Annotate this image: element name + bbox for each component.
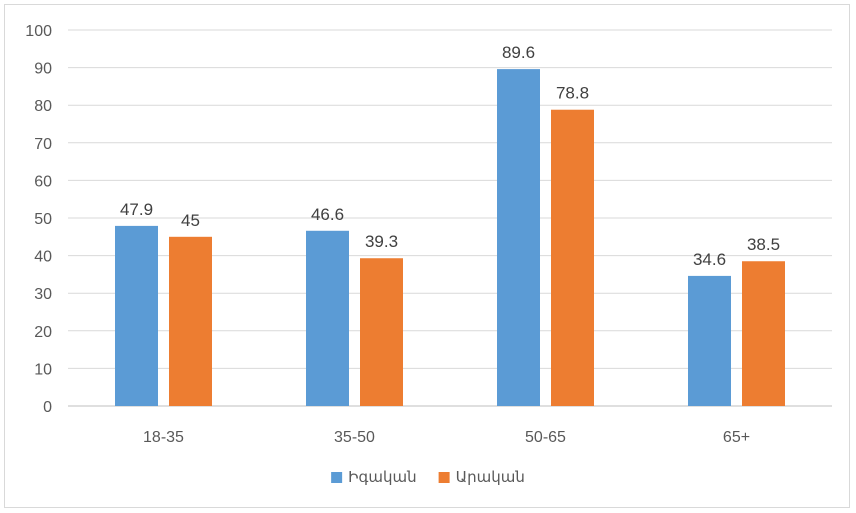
data-label: 38.5 <box>747 235 780 254</box>
data-label: 89.6 <box>502 43 535 62</box>
y-tick-label: 90 <box>34 61 52 78</box>
legend-item-0: Իգական <box>331 468 417 486</box>
y-axis-ticks: 0 10 20 30 40 50 60 70 80 90 100 <box>25 23 52 416</box>
bar-series-1-65+ <box>742 261 785 406</box>
data-label: 78.8 <box>556 84 589 103</box>
data-label: 47.9 <box>120 200 153 219</box>
bar-series-1-50-65 <box>551 109 594 406</box>
legend-swatch <box>438 472 450 483</box>
x-tick-label: 35-50 <box>334 429 375 446</box>
data-labels: 47.9 45 46.6 39.3 89.6 78.8 34.6 38.5 <box>120 43 780 269</box>
y-tick-label: 60 <box>34 173 52 190</box>
y-tick-label: 50 <box>34 211 52 228</box>
y-tick-label: 10 <box>34 361 52 378</box>
data-label: 34.6 <box>693 250 726 269</box>
bar-series-0-18-35 <box>115 225 158 406</box>
x-tick-label: 18-35 <box>143 429 184 446</box>
x-axis-ticks: 18-35 35-50 50-65 65+ <box>143 429 750 446</box>
legend-label: Արական <box>456 468 525 486</box>
y-tick-label: 40 <box>34 249 52 266</box>
bar-series-0-50-65 <box>497 69 540 406</box>
legend-swatch <box>331 472 343 483</box>
y-tick-label: 30 <box>34 286 52 303</box>
bar-series-1-18-35 <box>169 236 212 406</box>
y-tick-label: 80 <box>34 98 52 115</box>
y-tick-label: 100 <box>25 23 52 40</box>
legend-label: Իգական <box>348 468 416 486</box>
legend: Իգական Արական <box>331 468 525 486</box>
bars <box>115 69 785 406</box>
data-label: 39.3 <box>365 232 398 251</box>
y-tick-label: 0 <box>43 399 52 416</box>
data-label: 46.6 <box>311 205 344 224</box>
y-tick-label: 20 <box>34 324 52 341</box>
x-tick-label: 50-65 <box>525 429 566 446</box>
bar-series-0-35-50 <box>306 230 349 406</box>
bar-series-1-35-50 <box>360 258 403 406</box>
legend-item-1: Արական <box>438 468 525 486</box>
bar-series-0-65+ <box>688 275 731 406</box>
x-tick-label: 65+ <box>723 429 750 446</box>
data-label: 45 <box>181 211 200 230</box>
y-tick-label: 70 <box>34 136 52 153</box>
